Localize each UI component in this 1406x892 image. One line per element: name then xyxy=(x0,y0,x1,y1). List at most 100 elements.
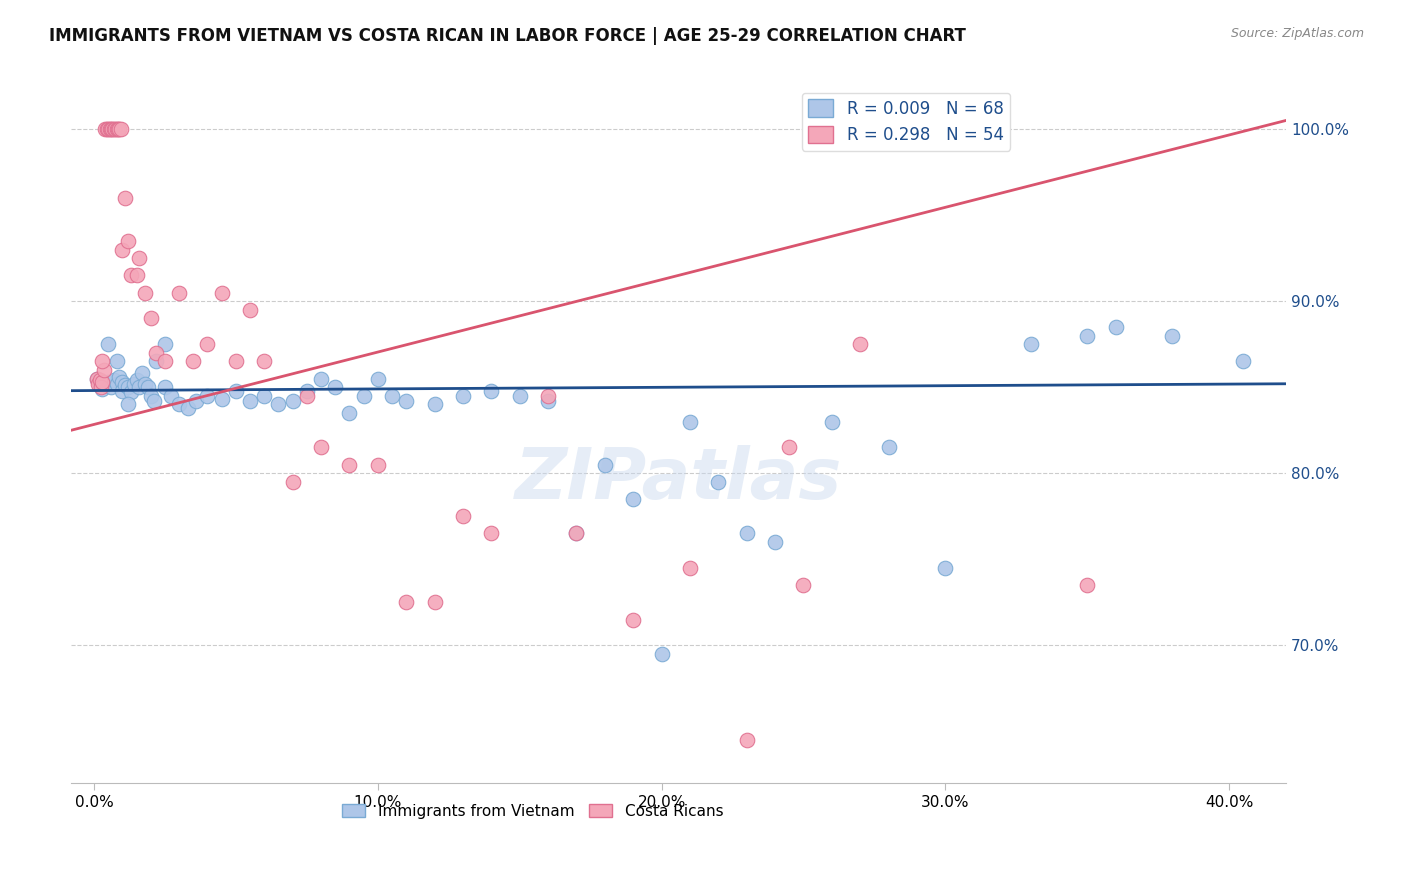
Point xyxy=(565,526,588,541)
Point xyxy=(86,371,108,385)
Point xyxy=(91,382,114,396)
Point xyxy=(353,389,375,403)
Point xyxy=(423,397,446,411)
Point xyxy=(122,376,145,391)
Point xyxy=(98,122,121,136)
Point xyxy=(94,378,117,392)
Point xyxy=(621,613,644,627)
Point xyxy=(94,122,117,136)
Point xyxy=(197,389,219,403)
Point xyxy=(877,441,900,455)
Point xyxy=(1076,328,1098,343)
Point xyxy=(120,268,142,283)
Point xyxy=(136,380,159,394)
Point xyxy=(451,389,474,403)
Point xyxy=(125,268,148,283)
Point xyxy=(128,251,150,265)
Point xyxy=(1105,320,1128,334)
Point xyxy=(142,394,165,409)
Point xyxy=(281,394,304,409)
Point xyxy=(139,311,162,326)
Point xyxy=(91,354,114,368)
Point xyxy=(87,376,110,391)
Point xyxy=(309,371,332,385)
Point xyxy=(381,389,404,403)
Point xyxy=(117,397,139,411)
Point xyxy=(153,337,176,351)
Point xyxy=(181,354,204,368)
Point xyxy=(167,285,190,300)
Point xyxy=(1232,354,1254,368)
Point xyxy=(110,122,132,136)
Point xyxy=(134,285,156,300)
Text: ZIPatlas: ZIPatlas xyxy=(515,445,842,514)
Point xyxy=(104,122,127,136)
Point xyxy=(153,380,176,394)
Point xyxy=(128,380,150,394)
Point xyxy=(97,337,120,351)
Point xyxy=(108,122,131,136)
Point xyxy=(197,337,219,351)
Point xyxy=(679,561,702,575)
Point xyxy=(139,389,162,403)
Point xyxy=(395,595,418,609)
Point xyxy=(239,394,262,409)
Point xyxy=(281,475,304,489)
Point xyxy=(337,406,360,420)
Point xyxy=(423,595,446,609)
Point xyxy=(225,384,247,398)
Point xyxy=(153,354,176,368)
Point xyxy=(184,394,207,409)
Point xyxy=(114,191,136,205)
Point xyxy=(91,375,114,389)
Point xyxy=(159,389,181,403)
Point xyxy=(89,376,111,391)
Point xyxy=(537,394,560,409)
Point xyxy=(763,535,786,549)
Point xyxy=(792,578,814,592)
Point xyxy=(593,458,616,472)
Point xyxy=(145,346,167,360)
Point xyxy=(89,373,111,387)
Point xyxy=(451,509,474,524)
Point xyxy=(395,394,418,409)
Point xyxy=(111,375,134,389)
Point xyxy=(108,370,131,384)
Point xyxy=(120,385,142,400)
Point xyxy=(225,354,247,368)
Point xyxy=(131,367,153,381)
Point xyxy=(103,373,125,387)
Point xyxy=(1076,578,1098,592)
Point xyxy=(651,647,673,661)
Point xyxy=(100,380,122,394)
Point xyxy=(101,122,124,136)
Point xyxy=(735,526,758,541)
Point xyxy=(176,401,198,415)
Point xyxy=(90,380,112,394)
Point xyxy=(1161,328,1184,343)
Point xyxy=(111,243,134,257)
Point xyxy=(267,397,290,411)
Point xyxy=(239,302,262,317)
Point xyxy=(253,389,276,403)
Point xyxy=(679,415,702,429)
Point xyxy=(323,380,346,394)
Point xyxy=(849,337,872,351)
Point xyxy=(93,363,115,377)
Point xyxy=(96,122,118,136)
Point xyxy=(105,376,128,391)
Point xyxy=(821,415,844,429)
Point xyxy=(707,475,730,489)
Point xyxy=(735,733,758,747)
Point xyxy=(97,122,120,136)
Point xyxy=(105,122,128,136)
Point xyxy=(367,371,389,385)
Point xyxy=(253,354,276,368)
Point xyxy=(134,376,156,391)
Text: Source: ZipAtlas.com: Source: ZipAtlas.com xyxy=(1230,27,1364,40)
Point xyxy=(778,441,800,455)
Point xyxy=(295,389,318,403)
Point xyxy=(934,561,956,575)
Point xyxy=(537,389,560,403)
Point xyxy=(117,380,139,394)
